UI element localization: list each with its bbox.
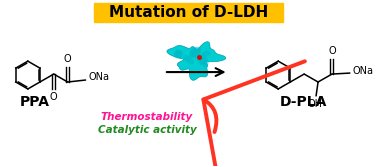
Ellipse shape — [200, 54, 209, 67]
FancyBboxPatch shape — [94, 3, 283, 22]
Text: D-PLA: D-PLA — [279, 95, 327, 109]
Ellipse shape — [174, 50, 183, 58]
Text: ONa: ONa — [353, 66, 374, 76]
Ellipse shape — [202, 51, 211, 56]
Ellipse shape — [191, 48, 201, 58]
Text: O: O — [64, 54, 71, 64]
FancyArrowPatch shape — [203, 61, 305, 167]
Ellipse shape — [175, 49, 182, 59]
Text: OH: OH — [308, 99, 322, 109]
Text: ONa: ONa — [88, 72, 110, 82]
Polygon shape — [167, 42, 226, 80]
Text: Catalytic activity: Catalytic activity — [98, 125, 197, 135]
Ellipse shape — [197, 57, 206, 65]
Text: Mutation of D-LDH: Mutation of D-LDH — [109, 5, 268, 20]
Ellipse shape — [183, 55, 194, 64]
Text: Thermostability: Thermostability — [101, 112, 193, 122]
Ellipse shape — [189, 47, 201, 58]
Text: O: O — [50, 92, 57, 102]
Text: PPA: PPA — [20, 95, 50, 109]
Text: O: O — [328, 46, 336, 56]
